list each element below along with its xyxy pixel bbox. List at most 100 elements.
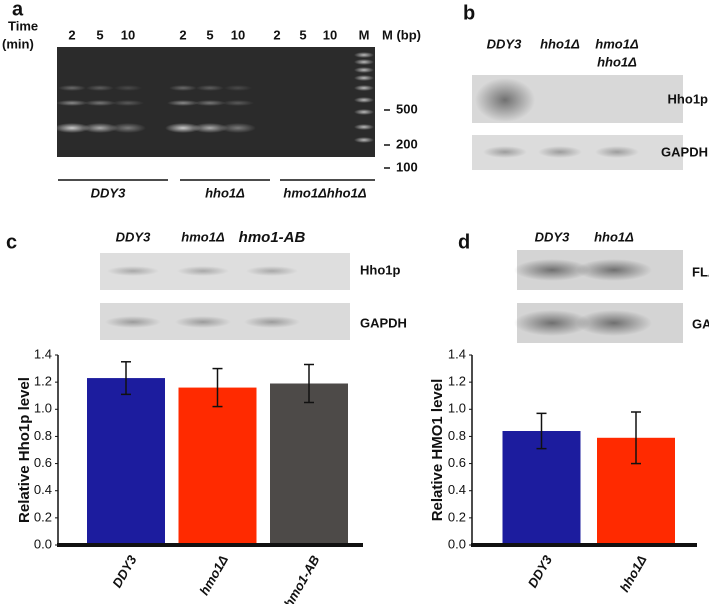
band	[86, 85, 114, 91]
band	[224, 85, 252, 91]
band	[112, 100, 144, 106]
x-tick-label: DDY3	[109, 552, 140, 590]
lane-header: hho1Δ	[594, 229, 634, 244]
lane-header: DDY3	[116, 229, 151, 244]
lane-label: 5	[299, 27, 306, 42]
y-tick-label: 0.4	[448, 482, 466, 497]
lane-header: hmo1Δ	[181, 229, 225, 244]
band	[169, 85, 197, 91]
band	[483, 146, 527, 158]
band	[354, 59, 374, 65]
blot-label: GAPDH	[360, 315, 407, 330]
y-tick-label: 0.4	[34, 482, 52, 497]
lane-header: hho1Δ	[540, 36, 580, 51]
y-tick-label: 0.6	[34, 455, 52, 470]
group-label: DDY3	[91, 185, 126, 200]
band	[354, 124, 374, 130]
band	[538, 146, 582, 158]
band	[222, 100, 254, 106]
band	[246, 266, 298, 276]
band	[354, 52, 374, 58]
y-tick-label: 0.0	[34, 536, 52, 551]
bar	[87, 378, 165, 545]
blot-label: GAPDH	[661, 144, 708, 159]
lane-header: hmo1Δ	[595, 36, 639, 51]
band	[354, 67, 374, 73]
x-tick-label: DDY3	[525, 552, 556, 590]
bar	[502, 431, 581, 545]
lane-label: 5	[206, 27, 213, 42]
band	[114, 85, 142, 91]
band	[192, 123, 228, 133]
lane-label: 2	[68, 27, 75, 42]
y-tick-label: 1.4	[448, 346, 466, 361]
y-tick-label: 1.4	[34, 346, 52, 361]
bar	[178, 387, 257, 545]
band	[354, 85, 374, 91]
lane-header: hmo1-AB	[239, 229, 306, 246]
lane-label: 5	[96, 27, 103, 42]
band	[165, 123, 201, 133]
band	[194, 100, 226, 106]
lane-label: 2	[273, 27, 280, 42]
panel-letter: c	[6, 231, 17, 253]
band	[58, 85, 86, 91]
band	[354, 75, 374, 81]
band	[475, 78, 535, 122]
band	[107, 266, 159, 276]
lane-label: 10	[323, 27, 337, 42]
band	[177, 266, 229, 276]
band	[105, 316, 161, 328]
marker-label: 500	[396, 101, 418, 116]
marker-label: 100	[396, 159, 418, 174]
band	[56, 100, 88, 106]
band	[354, 137, 374, 143]
band	[514, 259, 590, 281]
y-tick-label: 0.2	[34, 509, 52, 524]
band	[514, 310, 590, 336]
band	[167, 100, 199, 106]
group-label: hmo1Δhho1Δ	[283, 185, 366, 200]
blot-label: Hho1p	[360, 262, 401, 277]
x-tick-label: hmo1-AB	[281, 553, 323, 604]
marker-label: 200	[396, 136, 418, 151]
band	[110, 123, 146, 133]
band	[196, 85, 224, 91]
lane-header: DDY3	[535, 229, 570, 244]
y-tick-label: 0.8	[448, 428, 466, 443]
group-label: hho1Δ	[205, 185, 245, 200]
y-tick-label: 1.2	[34, 374, 52, 389]
band	[82, 123, 118, 133]
time-label: (min)	[2, 36, 34, 51]
y-tick-label: 0.2	[448, 509, 466, 524]
y-tick-label: 0.0	[448, 536, 466, 551]
y-tick-label: 0.6	[448, 455, 466, 470]
y-axis-label: Relative Hho1p level	[16, 377, 33, 523]
blot-label: FLAG	[692, 264, 709, 279]
band	[354, 97, 374, 103]
unit-label: M (bp)	[382, 27, 421, 42]
y-tick-label: 1.0	[448, 401, 466, 416]
lane-header: DDY3	[487, 36, 522, 51]
band	[354, 109, 374, 115]
x-tick-label: hmo1Δ	[196, 552, 231, 597]
band	[595, 146, 639, 158]
y-tick-label: 0.8	[34, 428, 52, 443]
y-tick-label: 1.2	[448, 374, 466, 389]
panel-letter: b	[463, 2, 475, 24]
bar	[270, 383, 348, 545]
blot-label: Hho1p	[668, 91, 709, 106]
band	[576, 259, 652, 281]
lane-label: 10	[231, 27, 245, 42]
panel-letter: d	[458, 231, 470, 253]
lane-header: hho1Δ	[597, 54, 637, 69]
x-tick-label: hho1Δ	[617, 552, 650, 594]
bands	[54, 52, 652, 336]
band	[244, 316, 300, 328]
lane-labels: 2 5 10 2 5 10 2 5 10 M	[68, 27, 369, 42]
panel-letter: a	[12, 0, 24, 20]
band	[175, 316, 231, 328]
band	[54, 123, 90, 133]
